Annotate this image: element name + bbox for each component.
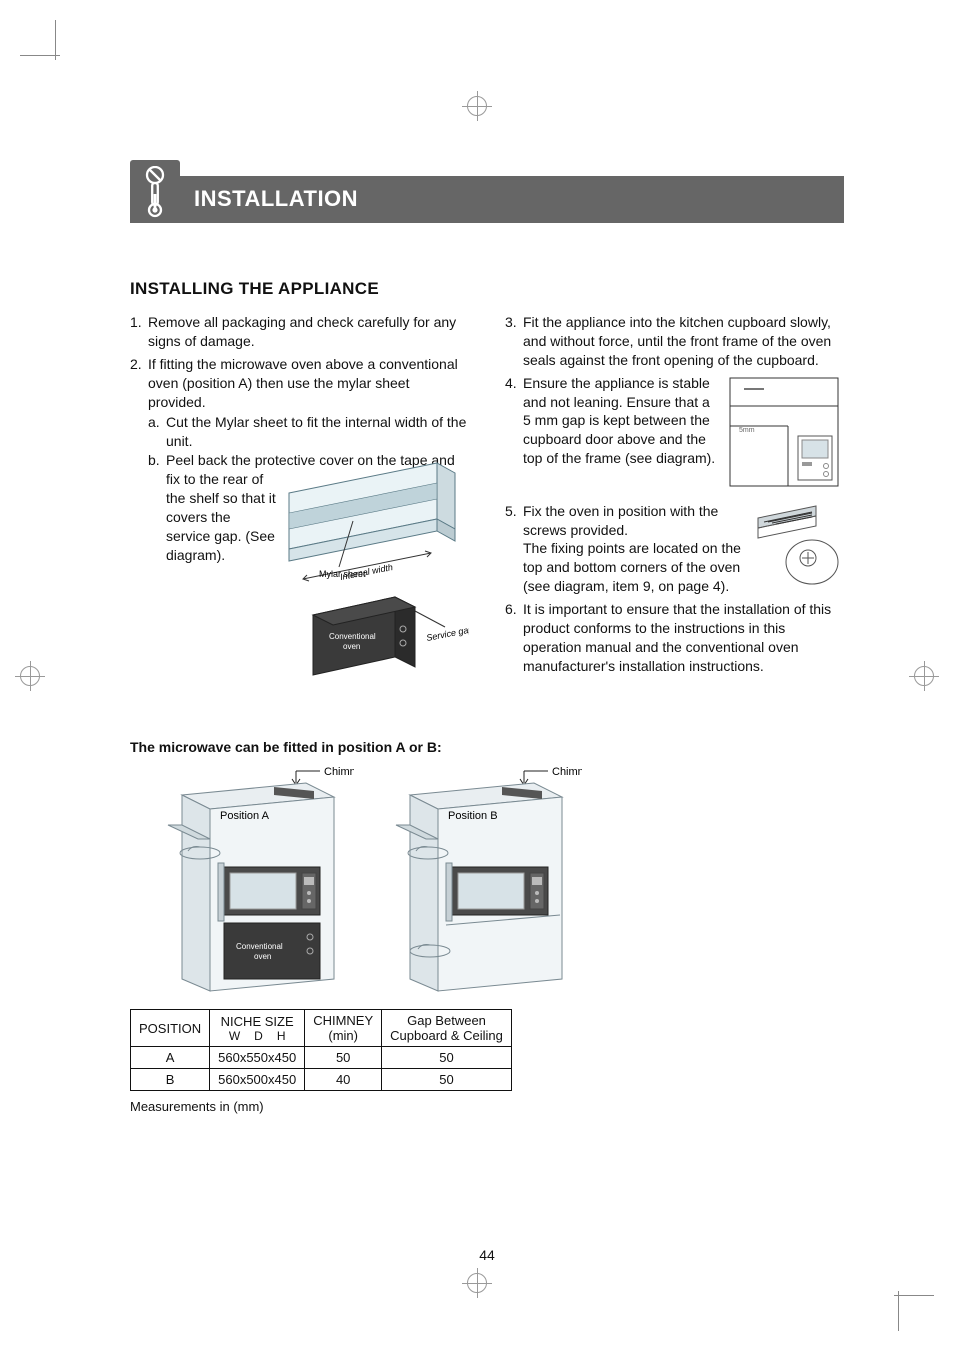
thermometer-icon [130, 160, 180, 223]
position-diagrams: Chimney Position A Conventional [154, 765, 844, 995]
svg-text:Conventional: Conventional [329, 632, 376, 641]
registration-mark [467, 1273, 487, 1293]
crop-mark [894, 1295, 934, 1296]
position-a-diagram: Chimney Position A Conventional [154, 765, 354, 995]
crop-mark [20, 55, 60, 56]
step-text: It is important to ensure that the insta… [523, 600, 844, 676]
crop-mark [898, 1291, 899, 1331]
page-content: INSTALLATION INSTALLING THE APPLIANCE 1.… [130, 160, 844, 1231]
table-row: B 560x500x450 40 50 [131, 1069, 512, 1091]
niche-table: POSITION NICHE SIZE WDH CHIMNEY(min) Gap… [130, 1009, 512, 1091]
svg-text:5mm: 5mm [739, 427, 755, 434]
th-gap: Gap BetweenCupboard & Ceiling [382, 1010, 512, 1047]
step-text: Fit the appliance into the kitchen cupbo… [523, 313, 844, 370]
svg-text:Chimney: Chimney [552, 766, 582, 778]
step-number: 2. [130, 355, 148, 709]
svg-text:Service gap: Service gap [425, 624, 469, 643]
svg-text:oven: oven [343, 642, 360, 651]
step-number: 3. [505, 313, 523, 370]
screw-diagram [752, 502, 844, 590]
svg-text:Position A: Position A [220, 810, 270, 822]
th-position: POSITION [131, 1010, 210, 1047]
step-number: 6. [505, 600, 523, 676]
section-title: INSTALLING THE APPLIANCE [130, 279, 844, 299]
step-number: 1. [130, 313, 148, 351]
svg-text:oven: oven [254, 952, 271, 961]
positions-subhead: The microwave can be fitted in position … [130, 739, 844, 755]
step-text: The fixing points are located on the top… [523, 540, 741, 594]
registration-mark [20, 666, 40, 686]
substep-number: a. [148, 413, 166, 451]
crop-mark [55, 20, 56, 60]
left-column: 1. Remove all packaging and check carefu… [130, 313, 469, 713]
step-text: Ensure the appliance is stable and not l… [523, 375, 715, 467]
svg-text:Mylar sheet: Mylar sheet [319, 569, 366, 579]
table-row: A 560x550x450 50 50 [131, 1047, 512, 1069]
position-b-diagram: Chimney Position B [382, 765, 582, 995]
step-text: Remove all packaging and check carefully… [148, 313, 469, 351]
svg-text:Conventional: Conventional [236, 942, 283, 951]
svg-text:Chimney: Chimney [324, 766, 354, 778]
step-number: 5. [505, 502, 523, 596]
header-title: INSTALLATION [176, 176, 844, 223]
measurements-note: Measurements in (mm) [130, 1099, 844, 1114]
mylar-diagram: Internal width Mylar sheet [259, 459, 469, 691]
substep-text: Cut the Mylar sheet to fit the internal … [166, 413, 469, 451]
th-niche: NICHE SIZE WDH [210, 1010, 305, 1047]
right-column: 3. Fit the appliance into the kitchen cu… [505, 313, 844, 713]
gap-diagram: 5mm [726, 374, 844, 492]
step-text: If fitting the microwave oven above a co… [148, 356, 458, 410]
step-text: Fix the oven in position with the screws… [523, 503, 718, 538]
th-chimney: CHIMNEY(min) [305, 1010, 382, 1047]
substep-number: b. [148, 451, 166, 709]
step-number: 4. [505, 374, 523, 498]
section-header: INSTALLATION [130, 160, 844, 223]
page-number: 44 [479, 1247, 495, 1263]
svg-text:Position B: Position B [448, 810, 498, 822]
registration-mark [914, 666, 934, 686]
registration-mark [467, 96, 487, 116]
